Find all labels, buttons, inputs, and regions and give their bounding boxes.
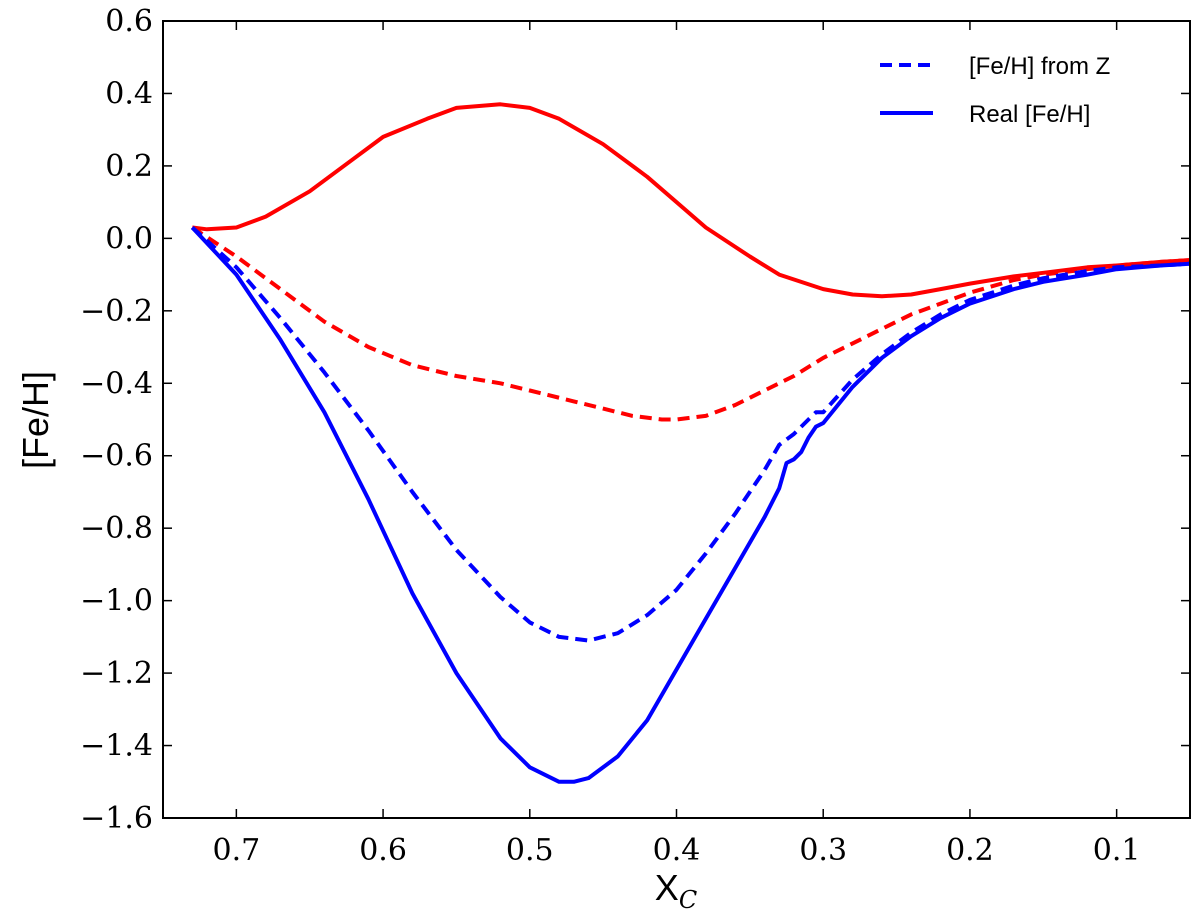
series-line-2 [190, 226, 1191, 643]
legend-label-solid: Real [Fe/H] [969, 101, 1090, 128]
y-tick-label: −1.2 [80, 656, 153, 691]
x-tick-label: 0.6 [359, 833, 407, 868]
x-tick-label: 0.2 [946, 833, 994, 868]
legend-label-dashed: [Fe/H] from Z [969, 53, 1110, 80]
series-line-1 [191, 225, 1191, 422]
y-tick-label: 0.0 [105, 221, 153, 256]
y-tick-label: 0.6 [105, 4, 153, 39]
y-tick-label: −0.8 [80, 511, 153, 546]
y-tick-label: −1.0 [80, 584, 153, 619]
tick-labels-layer: 0.7 0.6 0.5 0.4 0.3 0.2 0.1 0.6 0.4 0.2 0.0 −0.2 −0.… [80, 4, 1140, 868]
y-tick-label: −0.6 [80, 439, 153, 474]
x-tick-label: 0.3 [799, 833, 847, 868]
x-axis-label-main: X [655, 867, 679, 908]
y-tick-label: 0.2 [105, 149, 153, 184]
legend: [Fe/H] from Z Real [Fe/H] [880, 53, 1110, 128]
x-tick-label: 0.5 [506, 833, 554, 868]
series-line-3 [190, 226, 1191, 784]
y-axis-label: [Fe/H] [15, 371, 56, 469]
x-tick-label: 0.7 [212, 833, 260, 868]
y-tick-label: 0.4 [105, 76, 153, 111]
x-axis-label: XC [655, 867, 697, 913]
y-tick-label: −0.2 [80, 294, 153, 329]
y-tick-label: −0.4 [80, 366, 153, 401]
series-layer [190, 102, 1191, 784]
y-tick-label: −1.6 [80, 801, 153, 836]
ticks-layer [163, 20, 1190, 819]
x-tick-label: 0.4 [653, 833, 701, 868]
y-tick-label: −1.4 [80, 729, 153, 764]
x-tick-label: 0.1 [1093, 833, 1141, 868]
series-line-0 [192, 102, 1191, 299]
x-axis-label-subscript: C [679, 886, 697, 913]
